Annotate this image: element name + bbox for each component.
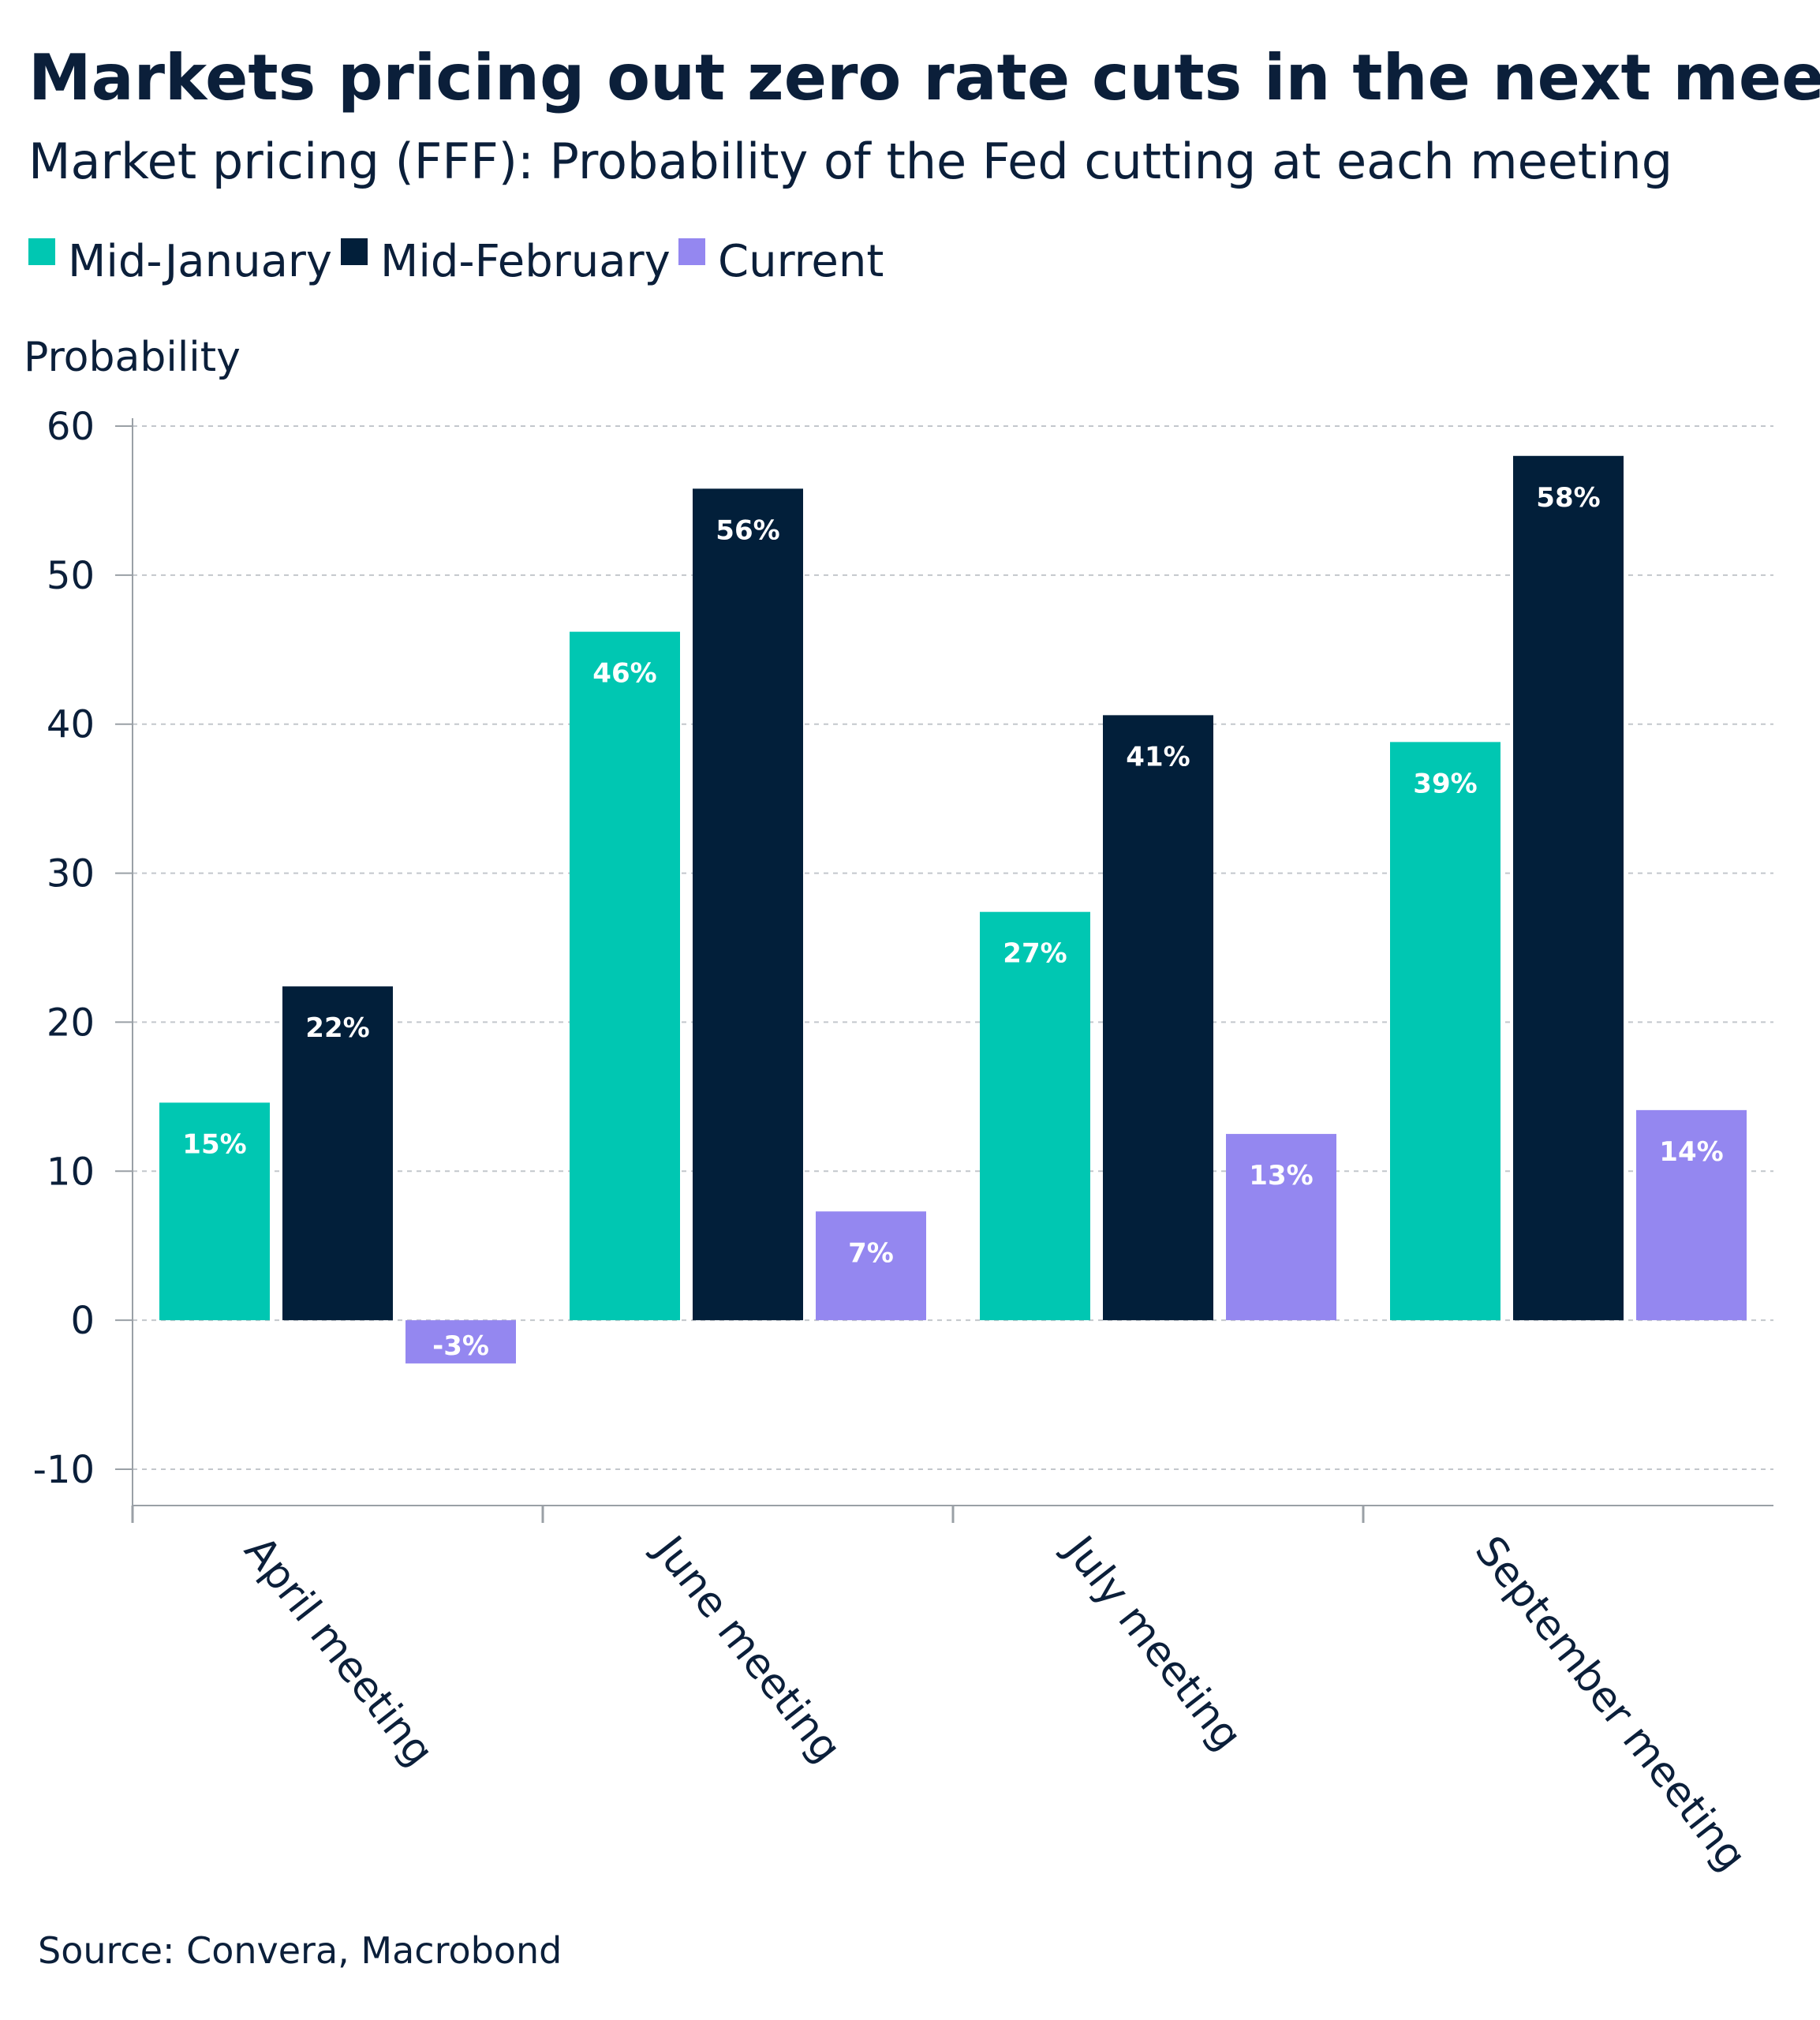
axes: 60 50 40 30 20 10 0 -10: [33, 405, 1773, 1523]
x-category-label-3: September meeting: [1466, 1528, 1755, 1880]
bar-current-3: [1636, 1109, 1747, 1321]
data-label-mid-january-3: 39%: [1413, 768, 1477, 799]
chart-title: Markets pricing out zero rate cuts in th…: [28, 41, 1820, 114]
y-tick-label: 20: [47, 1001, 95, 1045]
source-note: Source: Convera, Macrobond: [38, 1929, 562, 1972]
bar-mid-january-2: [980, 911, 1090, 1321]
legend: Mid-January Mid-February Current: [28, 236, 884, 287]
data-label-current-1: 7%: [848, 1237, 894, 1269]
bar-mid-february-1: [693, 488, 803, 1321]
data-label-mid-february-2: 41%: [1126, 741, 1190, 772]
bar-mid-february-2: [1103, 715, 1213, 1321]
data-label-mid-january-2: 27%: [1003, 938, 1067, 970]
bar-current-1: [816, 1211, 926, 1321]
data-label-mid-january-0: 15%: [182, 1128, 246, 1160]
y-tick-label: 40: [47, 703, 95, 747]
legend-label-1: Mid-January: [68, 236, 332, 287]
y-tick-label: -10: [33, 1448, 95, 1492]
y-tick-label: 10: [47, 1150, 95, 1194]
x-axis-categories: April meeting June meeting July meeting Sep…: [235, 1526, 1755, 1880]
y-tick-label: 50: [47, 554, 95, 598]
legend-swatch-2: [341, 238, 368, 265]
data-label-current-3: 14%: [1659, 1136, 1723, 1168]
bar-mid-january-1: [570, 631, 680, 1321]
legend-swatch-1: [28, 238, 55, 265]
legend-swatch-3: [678, 238, 705, 265]
bar-mid-february-0: [282, 986, 393, 1321]
data-label-mid-january-1: 46%: [592, 658, 656, 690]
y-tick-label: 0: [70, 1299, 95, 1343]
bar-current-2: [1226, 1134, 1336, 1321]
bar-mid-january-0: [159, 1102, 270, 1321]
data-label-current-0: -3%: [432, 1330, 489, 1362]
legend-label-2: Mid-February: [380, 236, 671, 287]
chart-subtitle: Market pricing (FFF): Probability of the…: [28, 133, 1672, 190]
bar-labels: 15% 22% -3% 46% 56% 7% 27% 41% 13% 39% 58% 14%: [182, 482, 1723, 1362]
bar-mid-january-3: [1390, 742, 1500, 1321]
legend-label-3: Current: [718, 236, 884, 287]
bars: [159, 455, 1747, 1364]
data-label-mid-february-3: 58%: [1536, 482, 1600, 514]
x-category-label-1: June meeting: [644, 1526, 850, 1771]
y-tick-label: 30: [47, 852, 95, 896]
data-label-current-2: 13%: [1249, 1160, 1313, 1191]
x-category-label-0: April meeting: [235, 1528, 443, 1775]
bar-current-0: [405, 1320, 516, 1364]
y-axis-label: Probability: [24, 334, 241, 381]
data-label-mid-february-0: 22%: [305, 1012, 369, 1044]
x-category-label-2: July meeting: [1054, 1526, 1251, 1760]
bar-mid-february-3: [1513, 455, 1624, 1321]
y-tick-label: 60: [47, 405, 95, 449]
data-label-mid-february-1: 56%: [716, 514, 779, 546]
